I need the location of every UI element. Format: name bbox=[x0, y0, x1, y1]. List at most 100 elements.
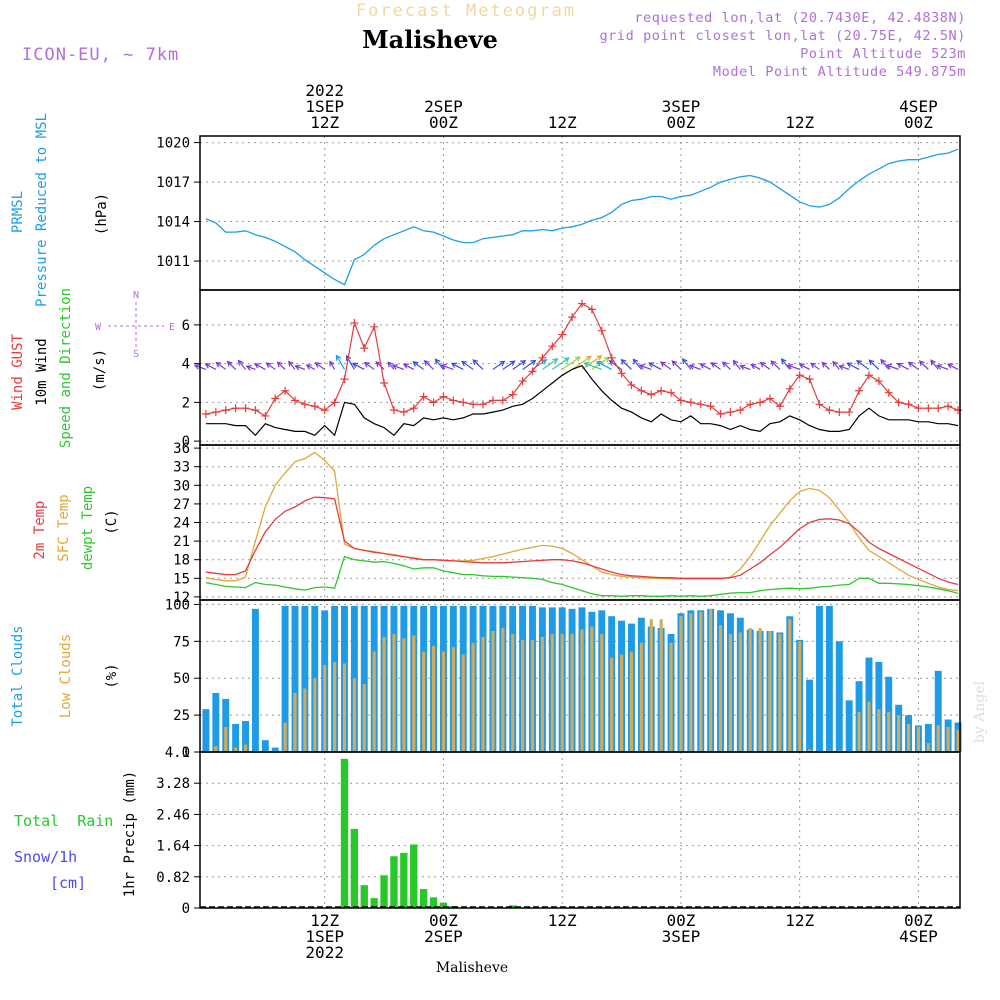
wind-arrow-head bbox=[710, 362, 717, 368]
wind-arrow-head bbox=[855, 360, 863, 366]
wind-arrow bbox=[660, 361, 672, 370]
precip-tick-label: 3.28 bbox=[156, 776, 190, 792]
wind-arrow bbox=[288, 361, 296, 370]
wind-arrow bbox=[886, 364, 899, 371]
low-clouds-bar bbox=[659, 619, 663, 752]
low-clouds-bar bbox=[808, 749, 812, 752]
gust-point bbox=[429, 398, 438, 407]
wind-arrow bbox=[352, 362, 365, 370]
temp-tick-label: 15 bbox=[173, 571, 190, 587]
top-time-label: 1SEP bbox=[305, 97, 344, 116]
low-clouds-bar bbox=[610, 657, 614, 752]
bottom-time-label: 00Z bbox=[429, 911, 458, 930]
total-clouds-bar bbox=[251, 608, 259, 752]
low-clouds-bar bbox=[600, 633, 604, 752]
wind-arrow-head bbox=[509, 360, 516, 366]
low-clouds-bar bbox=[303, 688, 307, 752]
top-time-label: 12Z bbox=[785, 113, 814, 132]
gust-point bbox=[340, 375, 349, 384]
gust-point bbox=[597, 326, 606, 335]
low-clouds-label: Low Clouds bbox=[58, 634, 74, 718]
low-clouds-bar bbox=[570, 633, 574, 752]
gust-point bbox=[696, 400, 705, 409]
gust-point bbox=[676, 396, 685, 405]
wind-arrow bbox=[295, 365, 306, 371]
wind-arrow-head bbox=[832, 360, 838, 367]
wind-arrow bbox=[722, 361, 731, 370]
pressure-tick-label: 1020 bbox=[156, 136, 190, 152]
wind-arrow bbox=[633, 358, 642, 370]
wind-arrow bbox=[847, 362, 860, 370]
temp-tick-label: 24 bbox=[173, 516, 190, 532]
low-clouds-bar bbox=[451, 647, 455, 752]
gust-point bbox=[924, 404, 933, 413]
total-clouds-bar bbox=[924, 723, 932, 752]
low-clouds-bar bbox=[511, 633, 515, 752]
wind-arrow-head bbox=[402, 363, 409, 369]
bottom-time-label: 4SEP bbox=[899, 927, 938, 946]
gust-point bbox=[360, 344, 369, 353]
wind-arrow-head bbox=[770, 360, 777, 367]
top-time-label: 3SEP bbox=[662, 97, 701, 116]
compass-e: E bbox=[169, 322, 175, 333]
low-clouds-bar bbox=[372, 651, 376, 752]
low-clouds-bar bbox=[738, 632, 742, 752]
low-clouds-bar bbox=[798, 641, 802, 752]
precip-tick-label: 0 bbox=[182, 901, 190, 917]
low-clouds-bar bbox=[768, 630, 772, 752]
wind-arrow-head bbox=[329, 360, 335, 367]
wind-arrow-head bbox=[722, 361, 728, 368]
wind-arrow bbox=[919, 360, 929, 370]
wind-tick-label: 4 bbox=[182, 357, 190, 373]
rain-bar bbox=[410, 844, 418, 908]
wind-arrow-head bbox=[681, 358, 688, 365]
pressure-label-2: Pressure Reduced to MSL bbox=[34, 113, 50, 307]
precip-frame bbox=[199, 751, 961, 909]
top-time-label: 2022 bbox=[305, 81, 344, 100]
gust-point bbox=[469, 400, 478, 409]
gust-point bbox=[587, 305, 596, 314]
gust-point bbox=[548, 342, 557, 351]
compass-w: W bbox=[95, 322, 102, 333]
gust-point bbox=[706, 402, 715, 411]
gust-point bbox=[320, 406, 329, 415]
temp-tick-label: 21 bbox=[173, 534, 190, 550]
wind-arrow-head bbox=[305, 364, 312, 370]
total-clouds-bar bbox=[281, 605, 289, 752]
low-clouds-bar bbox=[501, 628, 505, 752]
wind-arrow-head bbox=[750, 364, 757, 370]
model-label: ICON-EU, ~ 7km bbox=[22, 45, 179, 65]
gust-point bbox=[568, 313, 577, 322]
wind-arrow bbox=[277, 361, 286, 370]
wind-arrow-head bbox=[226, 360, 233, 367]
clouds-tick-label: 50 bbox=[173, 671, 190, 687]
low-clouds-bar bbox=[352, 678, 356, 752]
wind-arrow bbox=[215, 362, 227, 370]
wind-arrow bbox=[930, 359, 939, 370]
compass-icon: N S W E bbox=[95, 290, 175, 360]
wind-arrow bbox=[472, 359, 484, 370]
sfc-label: SFC Temp bbox=[56, 494, 72, 561]
clouds-tick-label: 100 bbox=[165, 597, 190, 613]
wind-arrow-head bbox=[596, 355, 603, 361]
gust-point bbox=[488, 396, 497, 405]
low-clouds-bar bbox=[550, 633, 554, 752]
low-clouds-bar bbox=[412, 635, 416, 752]
wind-arrow bbox=[711, 362, 721, 370]
total-clouds-bar bbox=[271, 747, 279, 752]
wind-arrow-head bbox=[846, 362, 853, 368]
low-clouds-bar bbox=[629, 651, 634, 752]
bottom-time-label: 00Z bbox=[904, 911, 933, 930]
wind-arrow-head bbox=[265, 362, 272, 368]
rain-bar bbox=[350, 828, 359, 908]
pressure-tick-label: 1011 bbox=[156, 254, 190, 270]
low-clouds-bar bbox=[639, 642, 643, 752]
low-clouds-bar bbox=[946, 726, 950, 752]
wind-arrow-head bbox=[461, 360, 468, 367]
low-clouds-bar bbox=[481, 636, 485, 752]
gust-point bbox=[389, 406, 398, 415]
wind-arrow bbox=[502, 360, 515, 370]
gust-point bbox=[399, 408, 408, 417]
